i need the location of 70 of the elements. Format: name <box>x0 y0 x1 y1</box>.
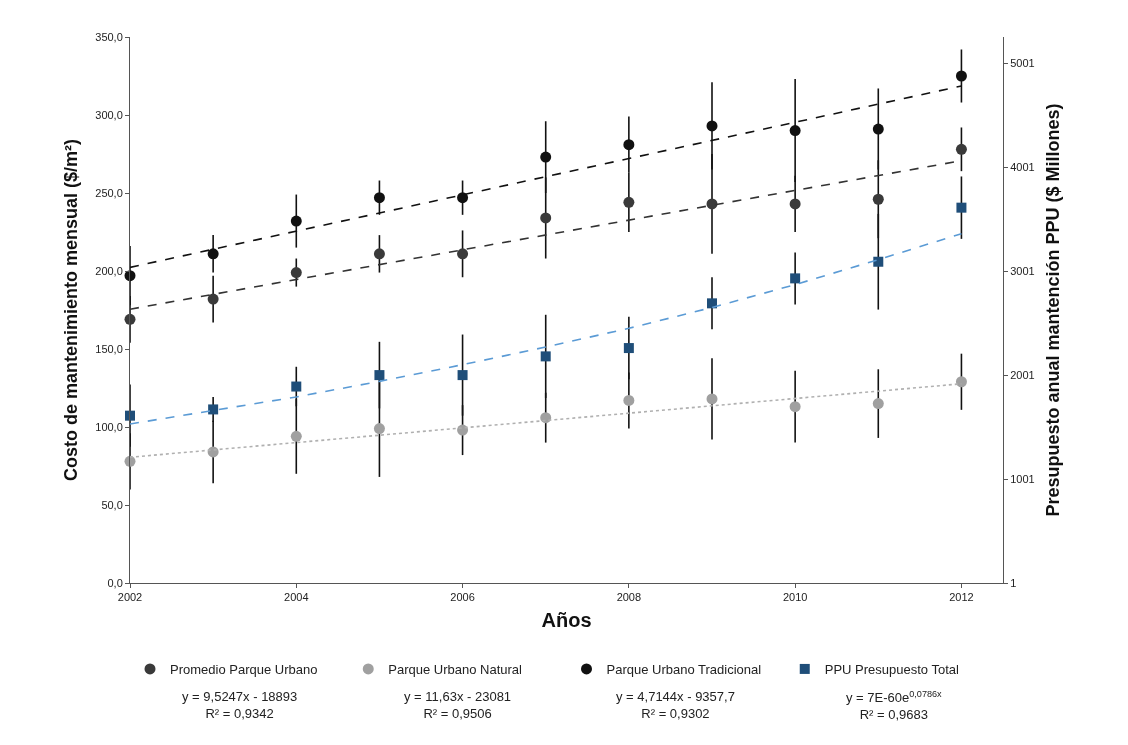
point <box>207 293 219 305</box>
y-tick-label: 150,0 <box>95 342 123 355</box>
point <box>623 343 634 354</box>
point <box>125 410 135 421</box>
y2-tick-label: 5001 <box>1010 56 1035 69</box>
point <box>207 248 219 260</box>
point <box>956 202 967 213</box>
text: y = 9,5247x - 18893 R² = 0,9342 <box>182 689 298 721</box>
point <box>706 198 718 210</box>
y-tick-label: 300,0 <box>95 108 123 121</box>
point <box>623 139 635 151</box>
y2-axis-title: Presupuesto anual mantención PPU ($ Millones) <box>1042 103 1063 517</box>
x-axis-title: Años <box>541 608 592 631</box>
point <box>955 70 967 82</box>
text: y = 4,7144x - 9357,7 R² = 0,9302 <box>616 689 735 721</box>
x-tick-label: 2012 <box>949 591 974 604</box>
point <box>290 215 302 227</box>
point <box>872 398 884 410</box>
point <box>623 196 635 208</box>
y2-tick-label: 4001 <box>1010 160 1035 173</box>
point <box>457 370 468 381</box>
y2-tick-label: 2001 <box>1010 368 1035 381</box>
point <box>955 143 967 155</box>
legend-label: PPU Presupuesto Total <box>824 662 960 677</box>
point <box>707 298 717 309</box>
x-tick-label: 2002 <box>117 591 143 604</box>
legend-label: Parque Urbano Tradicional <box>606 662 762 677</box>
point <box>873 256 884 267</box>
point <box>789 198 801 210</box>
legend-label: Parque Urbano Natural <box>388 662 523 677</box>
y-axis-title: Costo de mantenimiento mensual ($/m²) <box>61 138 82 482</box>
point <box>373 248 385 260</box>
point <box>955 376 967 388</box>
point <box>208 404 219 415</box>
y-tick-label: 250,0 <box>95 186 123 199</box>
point <box>290 430 302 442</box>
point <box>789 125 801 137</box>
point <box>872 123 884 135</box>
point <box>540 151 552 163</box>
point <box>540 212 552 224</box>
point <box>291 381 302 392</box>
point <box>290 267 302 279</box>
y2-tick-label: 3001 <box>1010 264 1035 277</box>
point <box>457 248 469 260</box>
point <box>373 423 385 435</box>
legend-label: Promedio Parque Urbano <box>170 662 318 677</box>
y2-tick-label: 1 <box>1010 576 1017 589</box>
point <box>790 273 801 284</box>
point <box>706 120 718 132</box>
point <box>706 393 718 405</box>
x-tick-label: 2010 <box>782 591 808 604</box>
point <box>374 370 385 381</box>
x-tick-label: 2008 <box>616 591 642 604</box>
point <box>623 394 635 406</box>
point <box>457 192 469 204</box>
y-tick-label: 100,0 <box>95 420 123 433</box>
y-tick-label: 0,0 <box>107 576 123 589</box>
y-tick-label: 200,0 <box>95 264 123 277</box>
text: y = 11,63x - 23081 R² = 0,9506 <box>404 689 512 721</box>
point <box>540 351 551 362</box>
point <box>872 193 884 205</box>
y-tick-label: 350,0 <box>95 30 123 43</box>
line-series <box>130 232 963 425</box>
x-tick-label: 2006 <box>450 591 475 604</box>
y-tick-label: 50,0 <box>101 498 123 511</box>
point <box>789 401 801 413</box>
x-tick-label: 2004 <box>284 591 309 604</box>
text: y = 7E-60e$^{0,0786x}$ R² = 0,9683 <box>846 689 943 723</box>
y2-tick-label: 1001 <box>1010 472 1035 485</box>
point <box>373 192 385 204</box>
